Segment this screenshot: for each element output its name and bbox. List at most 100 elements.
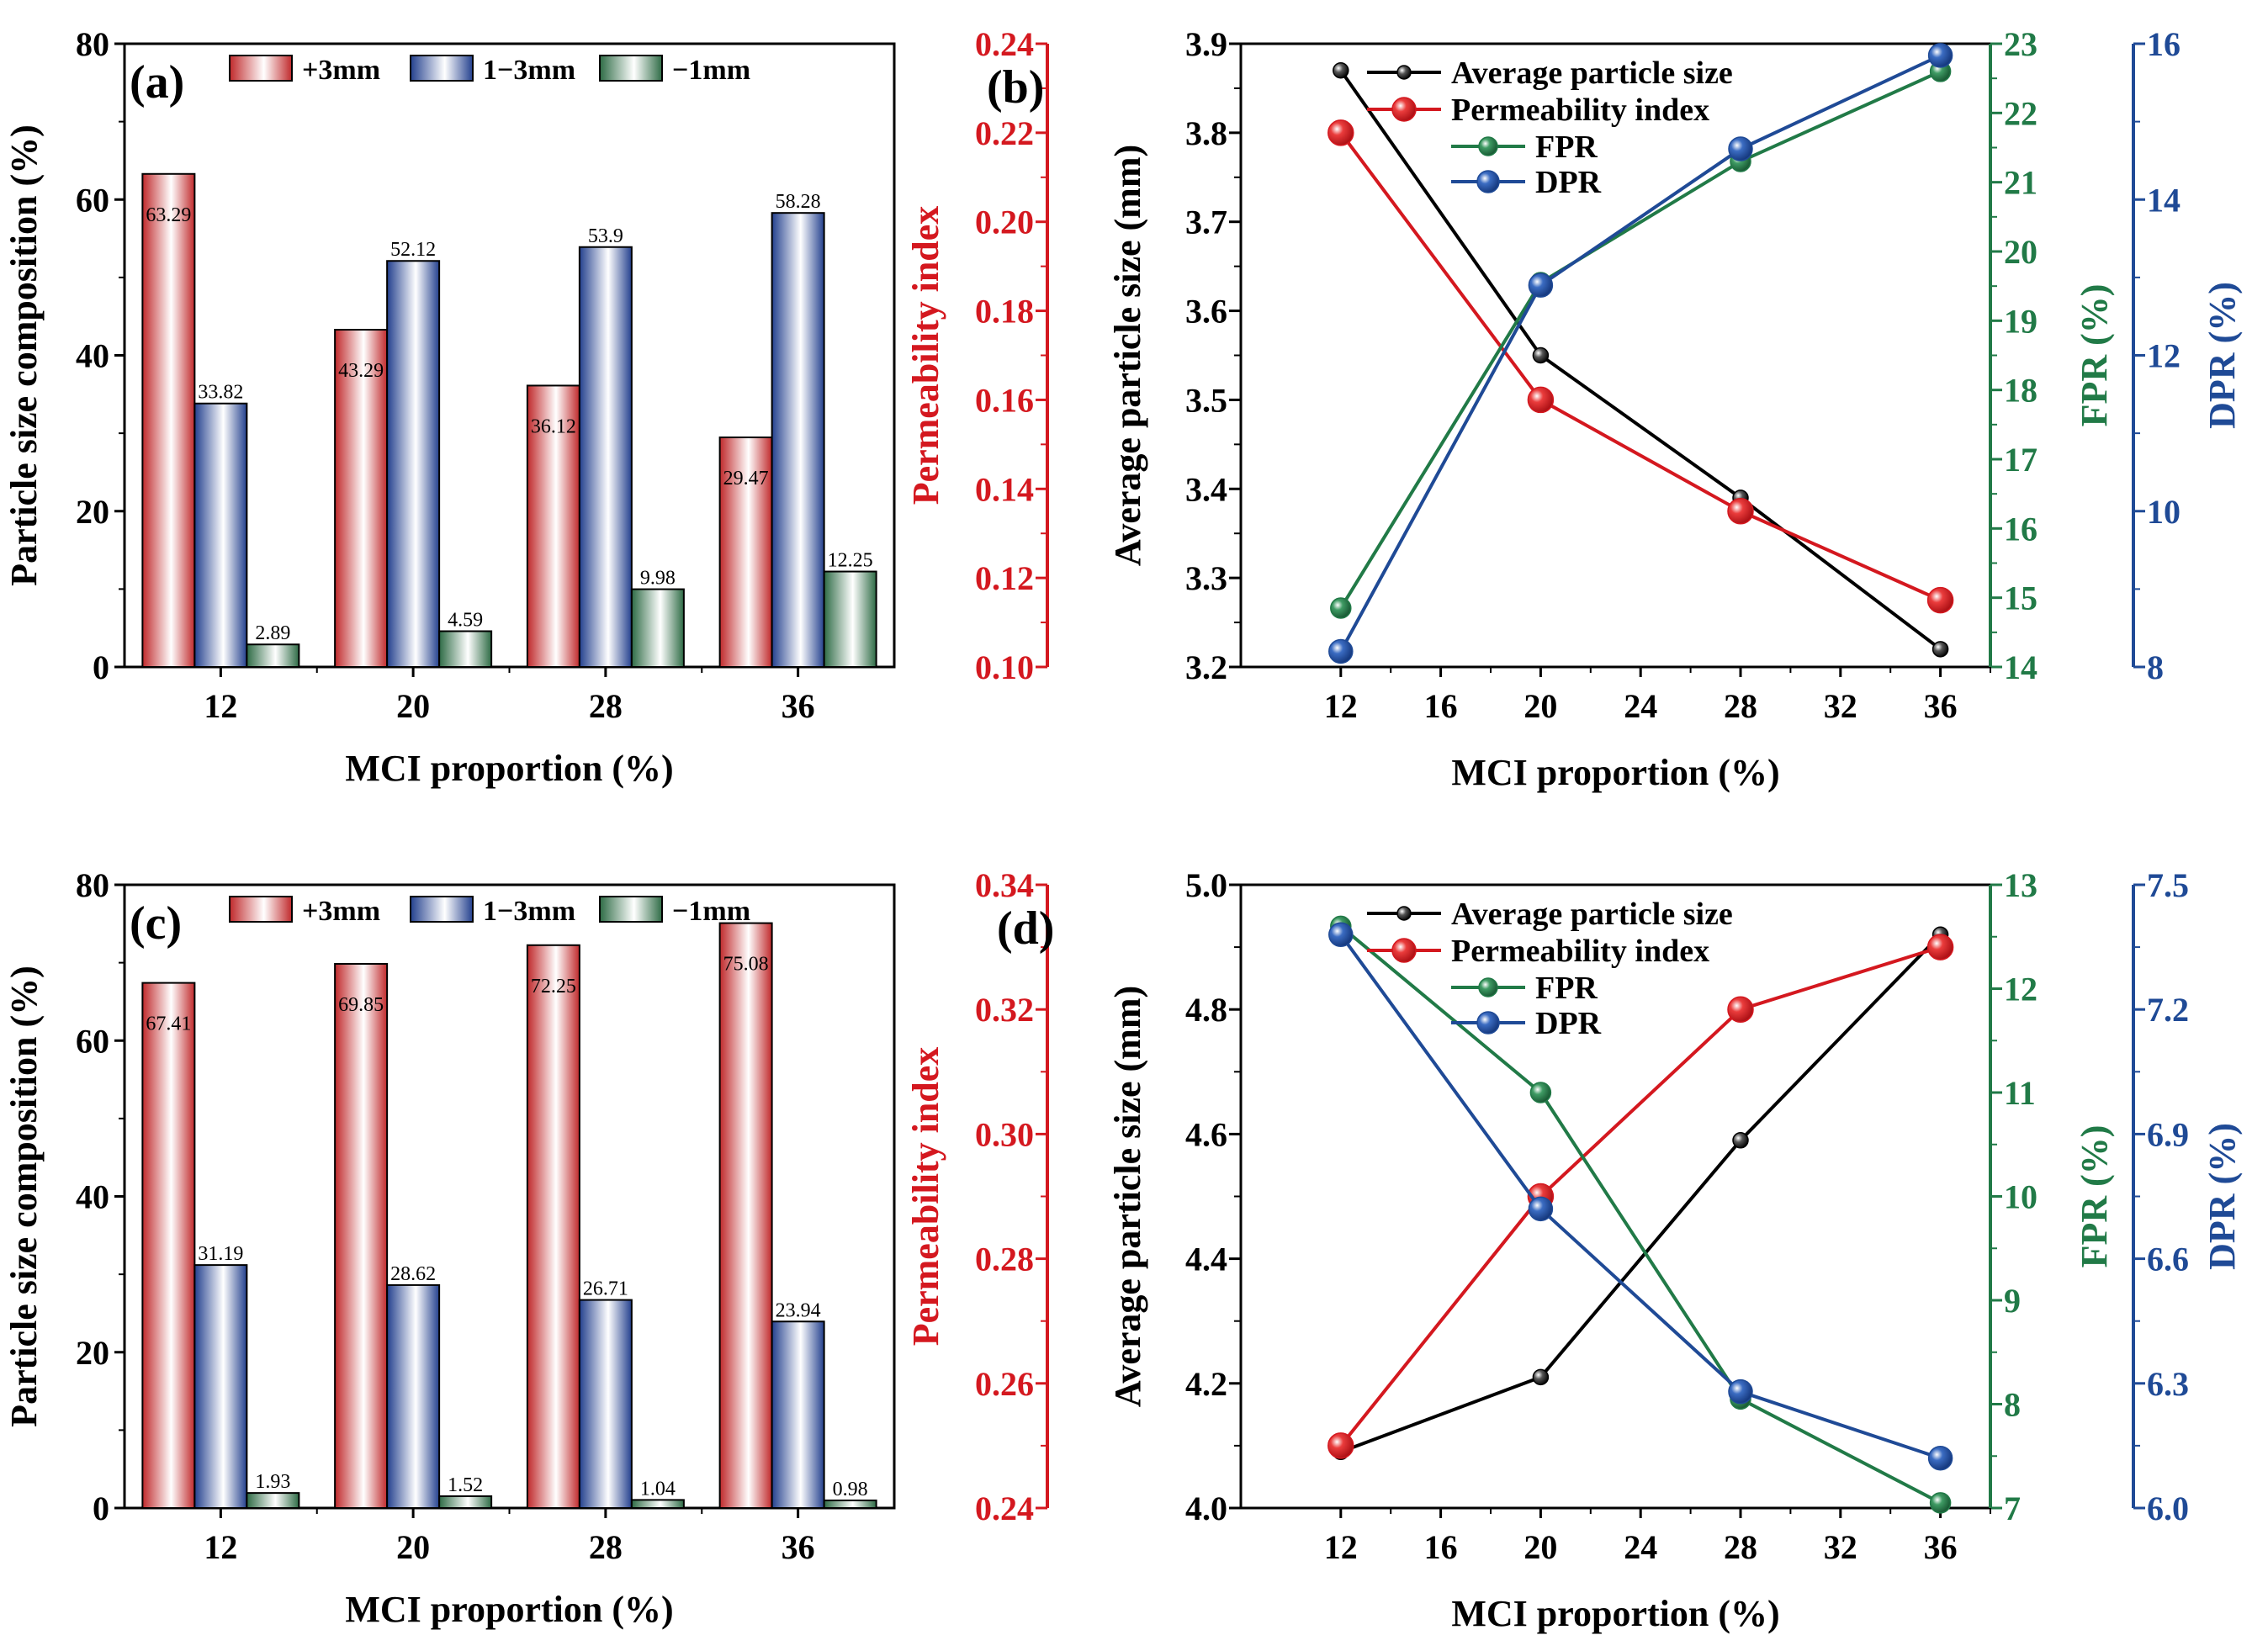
x-tick-label: 24 xyxy=(1624,687,1657,725)
bar xyxy=(578,1299,633,1510)
perm-marker xyxy=(1926,934,1954,960)
dpr-tick-label: 7.2 xyxy=(2147,991,2189,1029)
avg-tick-label: 4.2 xyxy=(1185,1365,1227,1403)
data-label: 69.85 xyxy=(338,994,384,1016)
bar xyxy=(334,963,389,1509)
bar xyxy=(386,260,441,668)
dpr-marker xyxy=(1927,43,1953,68)
dpr-marker xyxy=(1328,922,1354,948)
dpr-tick-label: 8 xyxy=(2147,648,2164,686)
legend-marker xyxy=(1396,65,1412,80)
plot-frame xyxy=(1239,883,1992,1510)
perm-marker xyxy=(1527,386,1555,414)
perm-tick-label: 0.34 xyxy=(975,866,1034,904)
x-tick-label: 36 xyxy=(782,1528,815,1566)
perm-line xyxy=(1339,131,1942,602)
x-tick-label: 28 xyxy=(589,1528,623,1566)
dpr-axis: 8 10 12 14 16 DPR (%) xyxy=(2132,25,2243,686)
bar-panel-a: 0 20 40 60 80 12 63.29 33.82 2.89 20 43.29 52.12 4.5… xyxy=(3,25,896,789)
data-label: 4.59 xyxy=(448,609,483,631)
legend-label: 1−3mm xyxy=(483,896,575,927)
avg-axis-title: Average particle size (mm) xyxy=(1107,145,1148,566)
perm-marker xyxy=(1727,498,1754,525)
avg-tick-label: 3.9 xyxy=(1185,25,1227,63)
fpr-tick-label: 16 xyxy=(2004,510,2037,548)
avg-marker xyxy=(1333,62,1349,79)
legend: +3mm 1−3mm −1mm xyxy=(229,55,750,86)
perm-axis-title: Permeability index xyxy=(905,206,946,505)
data-label: 2.89 xyxy=(255,622,290,644)
bar xyxy=(141,982,196,1509)
avg-tick-label: 4.4 xyxy=(1185,1241,1227,1278)
avg-tick-label: 3.7 xyxy=(1185,204,1227,241)
dpr-tick-label: 12 xyxy=(2147,337,2181,375)
perm-series xyxy=(1327,119,1954,614)
perm-axis: 0.24 0.26 0.28 0.30 0.32 0.34 Permeability ind… xyxy=(905,866,1049,1527)
avg-tick-label: 3.6 xyxy=(1185,293,1227,331)
y-tick-label: 0 xyxy=(93,648,109,686)
data-label: 63.29 xyxy=(146,204,191,226)
y-tick-label: 60 xyxy=(76,181,109,219)
data-label: 12.25 xyxy=(828,550,873,572)
avg-tick-label: 4.6 xyxy=(1185,1115,1227,1153)
avg-marker xyxy=(1732,1132,1749,1149)
y-axis-title: Particle size composition (%) xyxy=(3,966,45,1427)
x-tick-label: 16 xyxy=(1424,687,1458,725)
x-tick-label: 28 xyxy=(1724,687,1757,725)
panel-label: (a) xyxy=(130,56,184,108)
dpr-marker xyxy=(1528,1196,1554,1222)
x-axis-title: MCI proportion (%) xyxy=(1451,1593,1779,1634)
fpr-tick-label: 9 xyxy=(2004,1282,2021,1320)
y-tick-label: 0 xyxy=(93,1490,109,1527)
perm-tick-label: 0.24 xyxy=(975,25,1034,63)
data-label: 1.93 xyxy=(255,1471,290,1493)
perm-tick-label: 0.10 xyxy=(975,648,1034,686)
perm-tick-label: 0.24 xyxy=(975,1490,1034,1527)
bar xyxy=(771,1320,825,1509)
x-tick-label: 36 xyxy=(1924,1528,1958,1566)
data-label: 36.12 xyxy=(531,415,576,437)
perm-marker xyxy=(1327,1432,1354,1459)
fpr-tick-label: 19 xyxy=(2004,302,2037,340)
dpr-marker xyxy=(1927,1445,1953,1471)
perm-tick-label: 0.30 xyxy=(975,1115,1034,1153)
fpr-tick-label: 7 xyxy=(2004,1490,2021,1527)
x-tick-label: 36 xyxy=(782,687,815,725)
data-label: 9.98 xyxy=(640,568,676,590)
legend: +3mm 1−3mm −1mm xyxy=(229,896,750,927)
avg-series xyxy=(1333,62,1949,658)
legend-swatch xyxy=(410,55,474,82)
perm-tick-label: 0.12 xyxy=(975,559,1034,597)
legend-label: FPR xyxy=(1535,971,1598,1006)
dpr-line xyxy=(1339,54,1942,653)
bar xyxy=(438,630,493,668)
legend-marker xyxy=(1476,170,1500,193)
bar xyxy=(823,570,877,668)
legend-label: −1mm xyxy=(672,896,750,927)
perm-tick-label: 0.20 xyxy=(975,204,1034,241)
fpr-tick-label: 21 xyxy=(2004,164,2037,202)
legend-label: DPR xyxy=(1535,165,1602,200)
legend-label: Permeability index xyxy=(1451,93,1709,128)
legend-swatch xyxy=(229,55,293,82)
perm-tick-label: 0.16 xyxy=(975,381,1034,419)
data-label: 31.19 xyxy=(198,1243,243,1265)
panel-label: (c) xyxy=(130,897,182,950)
dpr-tick-label: 16 xyxy=(2147,25,2181,63)
bar xyxy=(193,402,248,668)
perm-axis: 0.10 0.12 0.14 0.16 0.18 0.20 0.22 0.24 Permeabi… xyxy=(905,25,1049,686)
x-tick-label: 12 xyxy=(204,687,237,725)
data-label: 26.71 xyxy=(583,1278,628,1300)
legend-label: Average particle size xyxy=(1451,56,1733,91)
data-label: 75.08 xyxy=(723,954,769,976)
fpr-tick-label: 13 xyxy=(2004,866,2037,904)
bar xyxy=(334,329,389,668)
fpr-marker xyxy=(1330,597,1352,619)
data-label: 58.28 xyxy=(776,191,821,213)
dpr-marker xyxy=(1328,638,1354,664)
x-tick-label: 16 xyxy=(1424,1528,1458,1566)
dpr-series xyxy=(1328,922,1953,1471)
